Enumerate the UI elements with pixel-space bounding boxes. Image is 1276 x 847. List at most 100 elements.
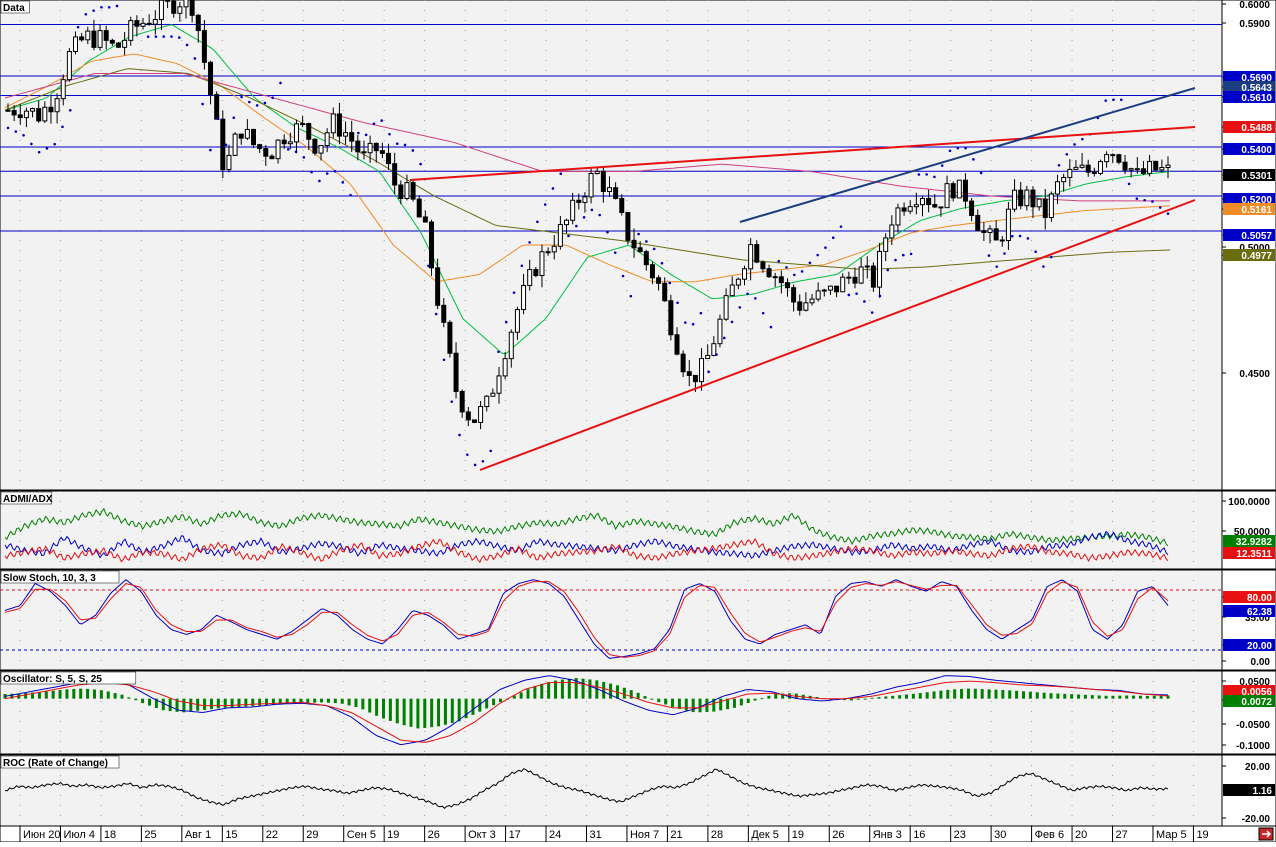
candle-body (30, 108, 36, 112)
panel-price (0, 0, 1223, 491)
panel-title: ROC (Rate of Change) (3, 758, 108, 769)
stoch-line (4, 579, 1169, 659)
psar-dot (255, 104, 259, 107)
psar-dot (349, 193, 352, 197)
oscillator-bar (106, 691, 110, 699)
value-marker (1223, 639, 1275, 651)
candle-body (1079, 164, 1085, 168)
oscillator-bar (161, 698, 165, 711)
x-axis-label: 17 (509, 829, 521, 841)
candle-body (208, 61, 214, 96)
psar-dot (847, 293, 851, 297)
oscillator-bar (560, 679, 564, 699)
oscillator-bar (402, 698, 406, 726)
roc-line (4, 768, 1169, 809)
psar-dot (1112, 98, 1115, 102)
psar-dot (863, 300, 866, 303)
candle-body (668, 300, 674, 336)
value-marker (1223, 535, 1275, 547)
oscillator-bar (1104, 695, 1108, 699)
psar-dot (388, 132, 391, 136)
panel-admi (0, 490, 1223, 570)
psar-dot (528, 241, 531, 244)
candle-body (662, 282, 668, 302)
value-marker (1223, 169, 1275, 181)
psar-dot (668, 281, 672, 285)
candle-body (889, 224, 895, 239)
value-marker (1223, 591, 1275, 603)
x-axis-label: 15 (225, 829, 237, 841)
psar-dot (754, 297, 757, 300)
candle-body (1061, 176, 1067, 183)
psar-dot (489, 449, 492, 453)
psar-dot (37, 150, 41, 154)
psar-dot (956, 146, 960, 150)
psar-dot (1003, 252, 1006, 255)
oscillator-bar (636, 692, 640, 699)
candle-body (643, 251, 649, 266)
candle-body (1067, 168, 1073, 178)
candle-body (711, 343, 717, 356)
candle-body (840, 276, 846, 293)
psar-dot (512, 291, 516, 294)
psar-dot (395, 142, 399, 145)
psar-dot (22, 133, 25, 137)
psar-dot (380, 119, 383, 122)
candle-body (478, 406, 484, 423)
candle-body (877, 250, 883, 288)
candle-body (330, 113, 336, 134)
x-axis-label: 20 (1075, 829, 1087, 841)
oscillator-bar (677, 698, 681, 709)
x-axis-label: 19 (792, 829, 804, 841)
oscillator-bar (148, 698, 152, 706)
oscillator-bar (134, 698, 138, 701)
candle-body (1024, 189, 1030, 207)
psar-dot (1026, 237, 1030, 240)
stoch-line (4, 581, 1169, 658)
oscillator-bar (1132, 695, 1136, 699)
x-axis-label: 30 (994, 829, 1006, 841)
value-marker (1223, 143, 1275, 155)
psar-dot (964, 146, 967, 150)
oscillator-bar (299, 698, 303, 704)
candle-body (140, 22, 146, 27)
psar-dot (707, 370, 710, 374)
x-axis-label: Мар 5 (1156, 829, 1187, 841)
panel-title: Data (3, 3, 25, 14)
psar-dot (100, 5, 103, 9)
candle-body (73, 36, 79, 53)
psar-dot (520, 264, 524, 268)
oscillator-bar (946, 689, 950, 699)
x-axis-label: 16 (913, 829, 925, 841)
oscillator-bar (375, 698, 379, 716)
candle-body (109, 39, 115, 44)
psar-dot (263, 101, 267, 105)
oscillator-bar (1125, 695, 1129, 699)
candle-body (318, 144, 324, 154)
candle-body (1128, 168, 1134, 171)
candle-body (115, 42, 121, 48)
oscillator-bar (320, 698, 324, 703)
candle-body (870, 265, 876, 288)
x-axis-label: Авг 1 (185, 829, 211, 841)
oscillator-bar (856, 698, 860, 700)
psar-dot (357, 131, 360, 135)
value-marker (1223, 685, 1275, 697)
axis-tick-label: 0.5900 (1239, 19, 1270, 30)
oscillator-bar (1035, 692, 1039, 699)
candle-body (183, 0, 189, 8)
candle-body (1048, 193, 1054, 219)
axis-tick-label: 0.5000 (1239, 243, 1270, 254)
psar-dot (68, 108, 72, 112)
value-marker-label: 62.38 (1247, 607, 1272, 618)
psar-dot (1049, 255, 1053, 259)
psar-dot (543, 203, 547, 206)
candle-body (379, 150, 385, 154)
oscillator-bar (65, 689, 69, 699)
candle-body (1159, 167, 1165, 171)
oscillator-bar (719, 698, 723, 711)
candle-body (686, 371, 692, 376)
candle-body (465, 411, 471, 421)
